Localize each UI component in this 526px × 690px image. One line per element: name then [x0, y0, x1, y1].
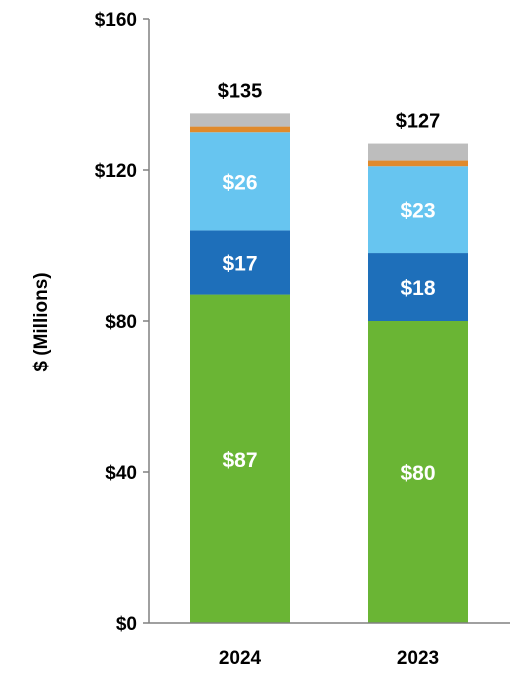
y-tick-label: $40	[105, 463, 137, 484]
y-tick-label: $80	[105, 312, 137, 333]
x-category-label: 2024	[219, 648, 262, 669]
y-tick-label: $160	[95, 10, 137, 31]
bar-segment	[190, 294, 290, 623]
bar-segment	[190, 230, 290, 295]
bar-segment	[368, 321, 468, 623]
data-label: $87	[222, 449, 257, 472]
y-axis-ticks: $0 $40 $80 $120 $160	[95, 10, 149, 635]
bar-segment	[368, 253, 468, 321]
total-label: $127	[396, 111, 441, 133]
data-label: $18	[400, 277, 435, 300]
data-label: $26	[222, 171, 257, 194]
bars: $87 $17 $26 $135 $80 $18 $23 $127	[190, 80, 468, 623]
y-tick-label: $0	[116, 614, 137, 635]
total-label: $135	[218, 80, 263, 102]
bar-segment	[368, 143, 468, 161]
bar-segment	[368, 166, 468, 254]
bar-segment	[368, 160, 468, 167]
data-label: $23	[400, 200, 435, 223]
x-axis-categories: 2024 2023	[219, 648, 439, 669]
bar-segment	[190, 132, 290, 231]
y-axis-label: $ (Millions)	[31, 272, 52, 371]
data-label: $80	[400, 462, 435, 485]
y-tick-label: $120	[95, 161, 137, 182]
bar-segment	[190, 113, 290, 127]
x-category-label: 2023	[397, 648, 439, 669]
bar-segment	[190, 126, 290, 133]
data-label: $17	[222, 252, 257, 275]
